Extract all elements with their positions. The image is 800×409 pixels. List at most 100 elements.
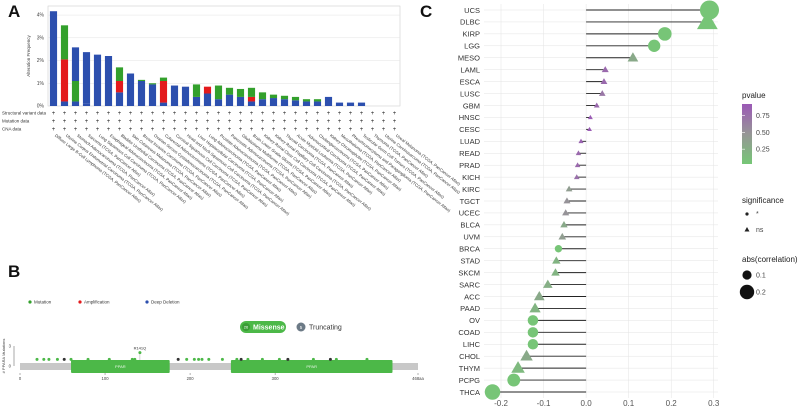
bar-segment-deep-deletion (247, 101, 256, 106)
abs-legend-circle-small (742, 270, 752, 280)
track-plus-mark: + (96, 111, 100, 117)
track-plus-mark: + (338, 111, 342, 117)
track-plus-mark: + (217, 111, 221, 117)
x-tick-label: 0.3 (708, 399, 720, 408)
bar-segment-mutation (247, 87, 256, 97)
bar-segment-deep-deletion (291, 100, 300, 106)
legend-dot (78, 300, 82, 304)
lollipop-head-missense (69, 357, 73, 361)
track-plus-mark: + (382, 111, 386, 117)
track-plus-mark: + (305, 119, 309, 125)
bar-segment-mutation (159, 77, 168, 81)
lollipop-head-missense (42, 357, 46, 361)
track-plus-mark: + (250, 119, 254, 125)
track-plus-mark: + (129, 127, 133, 133)
significance-legend-label: ns (756, 227, 764, 234)
track-plus-mark: + (360, 111, 364, 117)
bar-segment-deep-deletion (115, 92, 124, 106)
x-tick-label: 0.2 (666, 399, 678, 408)
x-tick-label: 0 (19, 376, 22, 381)
cancer-type-label: TGCT (460, 197, 481, 206)
x-tick-label: -0.1 (537, 399, 551, 408)
panel-a-letter: A (8, 2, 21, 21)
pfam-domain (71, 360, 170, 373)
lollipop-head-missense (235, 357, 239, 361)
track-plus-mark: + (228, 127, 232, 133)
track-plus-mark: + (118, 111, 122, 117)
track-row-label: CNA data (2, 127, 22, 132)
bar-segment-deep-deletion (126, 73, 135, 106)
missense-count: 26 (244, 325, 249, 330)
abs-legend-circle-large (739, 284, 755, 300)
track-plus-mark: + (52, 111, 56, 117)
bar-segment-deep-deletion (148, 84, 157, 106)
bar-segment-deep-deletion (71, 101, 80, 106)
bar-segment-deep-deletion (203, 93, 212, 106)
track-plus-mark: + (85, 111, 89, 117)
correlation-marker-significant (507, 373, 521, 387)
track-plus-mark: + (184, 111, 188, 117)
track-plus-mark: + (107, 111, 111, 117)
track-plus-mark: + (85, 119, 89, 125)
y-tick-label: 3 (9, 344, 12, 349)
abs-legend-label: 0.1 (756, 273, 766, 280)
track-plus-mark: + (74, 111, 78, 117)
lollipop-head-missense (138, 351, 142, 355)
domain-label: PPAR (306, 364, 317, 369)
correlation-marker-ns (696, 11, 718, 30)
bar-segment-amplification (159, 81, 168, 103)
bar-segment-deep-deletion (49, 11, 58, 107)
panel-b-letter: B (8, 262, 21, 281)
correlation-marker-ns (520, 349, 533, 361)
cancer-type-label: READ (459, 149, 480, 158)
bar-segment-deep-deletion (214, 99, 223, 106)
track-plus-mark: + (96, 119, 100, 125)
lollipop-head-missense (220, 357, 224, 361)
track-plus-mark: + (360, 119, 364, 125)
bar-segment-mutation (302, 99, 311, 102)
legend-dot (28, 300, 32, 304)
track-plus-mark: + (206, 127, 210, 133)
lollipop-head-truncating (239, 357, 243, 361)
track-plus-mark: + (217, 127, 221, 133)
track-plus-mark: + (272, 119, 276, 125)
correlation-marker-ns (598, 90, 606, 96)
track-plus-mark: + (393, 111, 397, 117)
hotspot-label: R141Q (134, 346, 147, 351)
lollipop-head-missense (277, 357, 281, 361)
track-plus-mark: + (151, 111, 155, 117)
correlation-marker-significant (484, 384, 501, 400)
track-plus-mark: + (74, 119, 78, 125)
cancer-type-label: DLBC (460, 18, 481, 27)
track-plus-mark: + (118, 127, 122, 133)
correlation-marker-significant (648, 39, 661, 52)
legend-label: Amplification (84, 300, 110, 305)
correlation-marker-significant (658, 27, 672, 41)
correlation-marker-significant (554, 245, 563, 253)
track-plus-mark: + (316, 127, 320, 133)
bar-segment-deep-deletion (335, 102, 344, 106)
pvalue-legend-tick: 0.50 (756, 130, 770, 137)
track-plus-mark: + (206, 119, 210, 125)
track-plus-mark: + (349, 119, 353, 125)
pvalue-legend-tick: 0.75 (756, 113, 770, 120)
correlation-marker-ns (529, 302, 541, 313)
correlation-marker-ns (562, 209, 570, 216)
track-plus-mark: + (305, 111, 309, 117)
truncating-count: 5 (300, 325, 303, 330)
track-plus-mark: + (52, 119, 56, 125)
track-plus-mark: + (107, 127, 111, 133)
panel-c-letter: C (420, 2, 433, 21)
x-tick-label: 300 (272, 376, 280, 381)
abs-legend-label: 0.2 (756, 290, 766, 297)
track-plus-mark: + (294, 119, 298, 125)
lollipop-head-missense (334, 357, 338, 361)
bar-segment-deep-deletion (313, 101, 322, 106)
pvalue-legend-title: pvalue (742, 91, 766, 100)
cancer-type-label: BRCA (459, 245, 480, 254)
track-plus-mark: + (206, 111, 210, 117)
lollipop-head-missense (107, 357, 111, 361)
track-row-label: Structural variant data (2, 111, 47, 116)
track-plus-mark: + (316, 111, 320, 117)
